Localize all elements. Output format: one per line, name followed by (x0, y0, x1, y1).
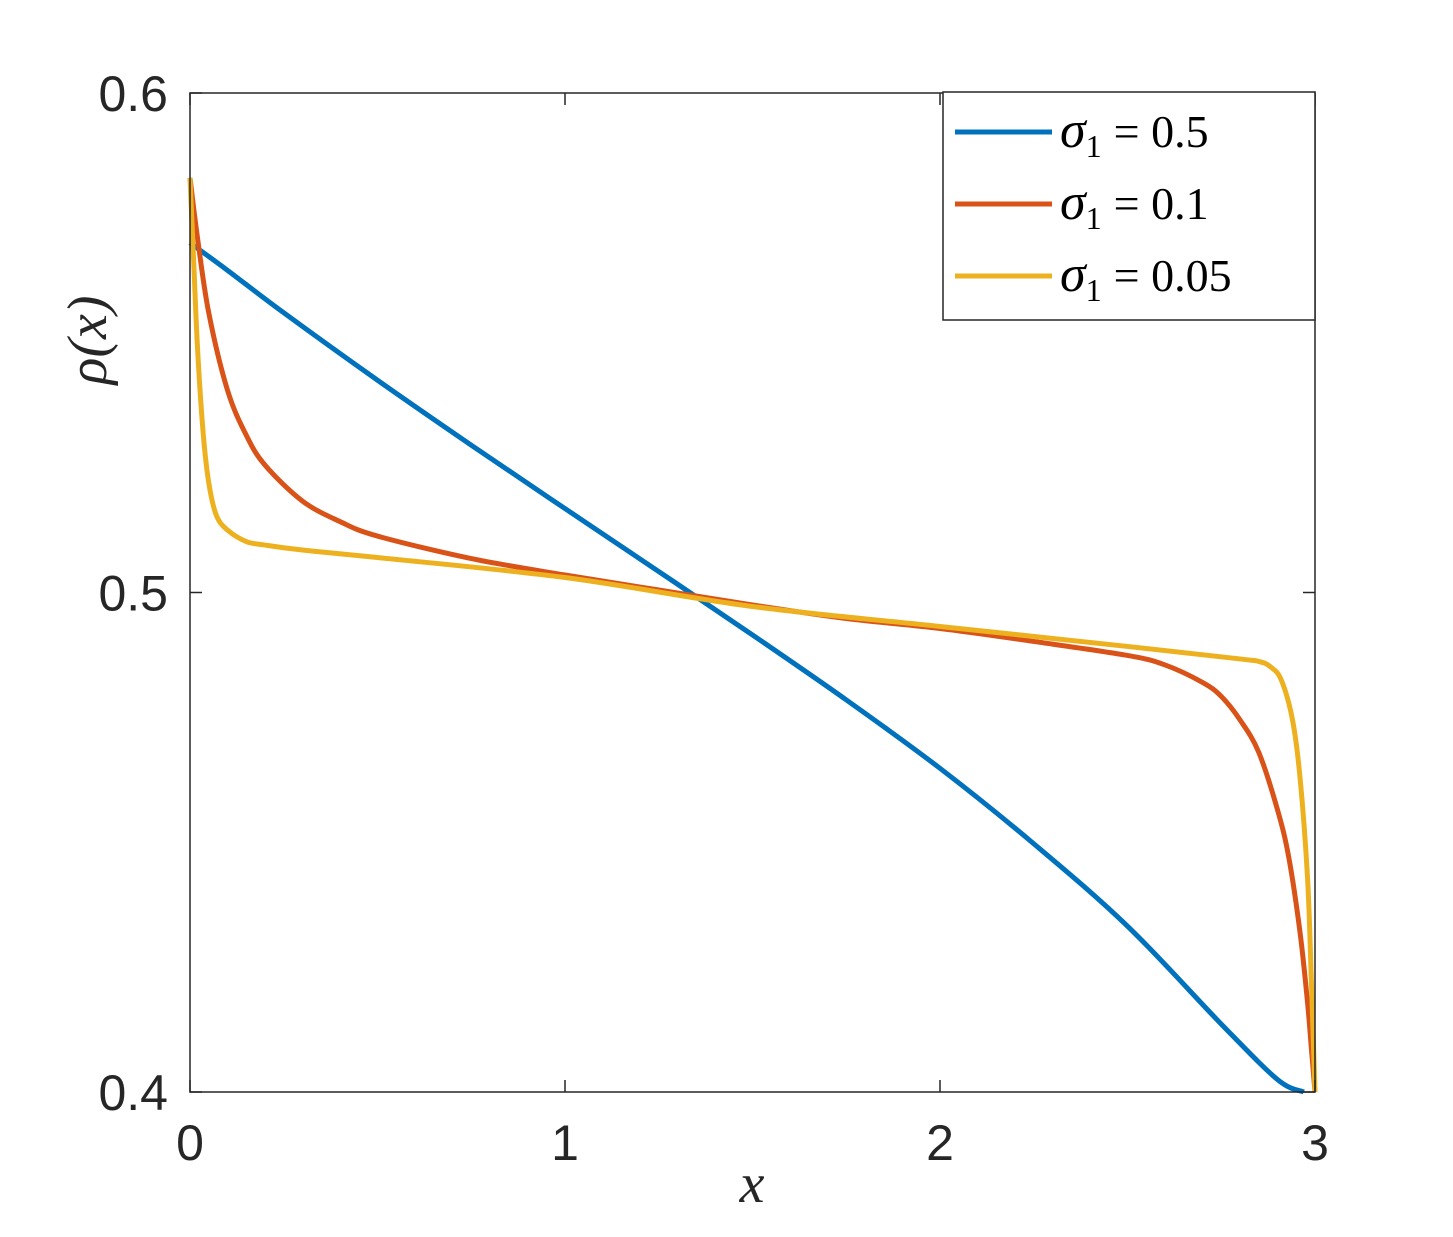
series-line-1 (188, 240, 1305, 1095)
y-axis-label: ρ(x) (57, 295, 119, 386)
legend-entries: σ1 = 0.5 σ1 = 0.1 σ1 = 0.05 (955, 102, 1232, 308)
legend-label-2: σ1 = 0.1 (1060, 174, 1209, 236)
ticks-layer: 0 1 2 3 0.4 0.5 0.6 (98, 66, 1328, 1171)
y-tick-label: 0.6 (98, 66, 168, 122)
y-tick-label: 0.5 (98, 566, 168, 622)
series-layer (187, 177, 1318, 1095)
x-axis-label: x (739, 1153, 765, 1215)
legend: σ1 = 0.5 σ1 = 0.1 σ1 = 0.05 (942, 91, 1316, 321)
x-tick-label: 0 (176, 1115, 204, 1171)
legend-label-1: σ1 = 0.5 (1060, 102, 1209, 164)
y-tick-label: 0.4 (98, 1065, 168, 1121)
legend-label-3: σ1 = 0.05 (1060, 246, 1232, 308)
x-tick-label: 3 (1301, 1115, 1329, 1171)
x-tick-label: 2 (926, 1115, 954, 1171)
x-tick-label: 1 (551, 1115, 579, 1171)
series-line-3 (187, 177, 1318, 1093)
